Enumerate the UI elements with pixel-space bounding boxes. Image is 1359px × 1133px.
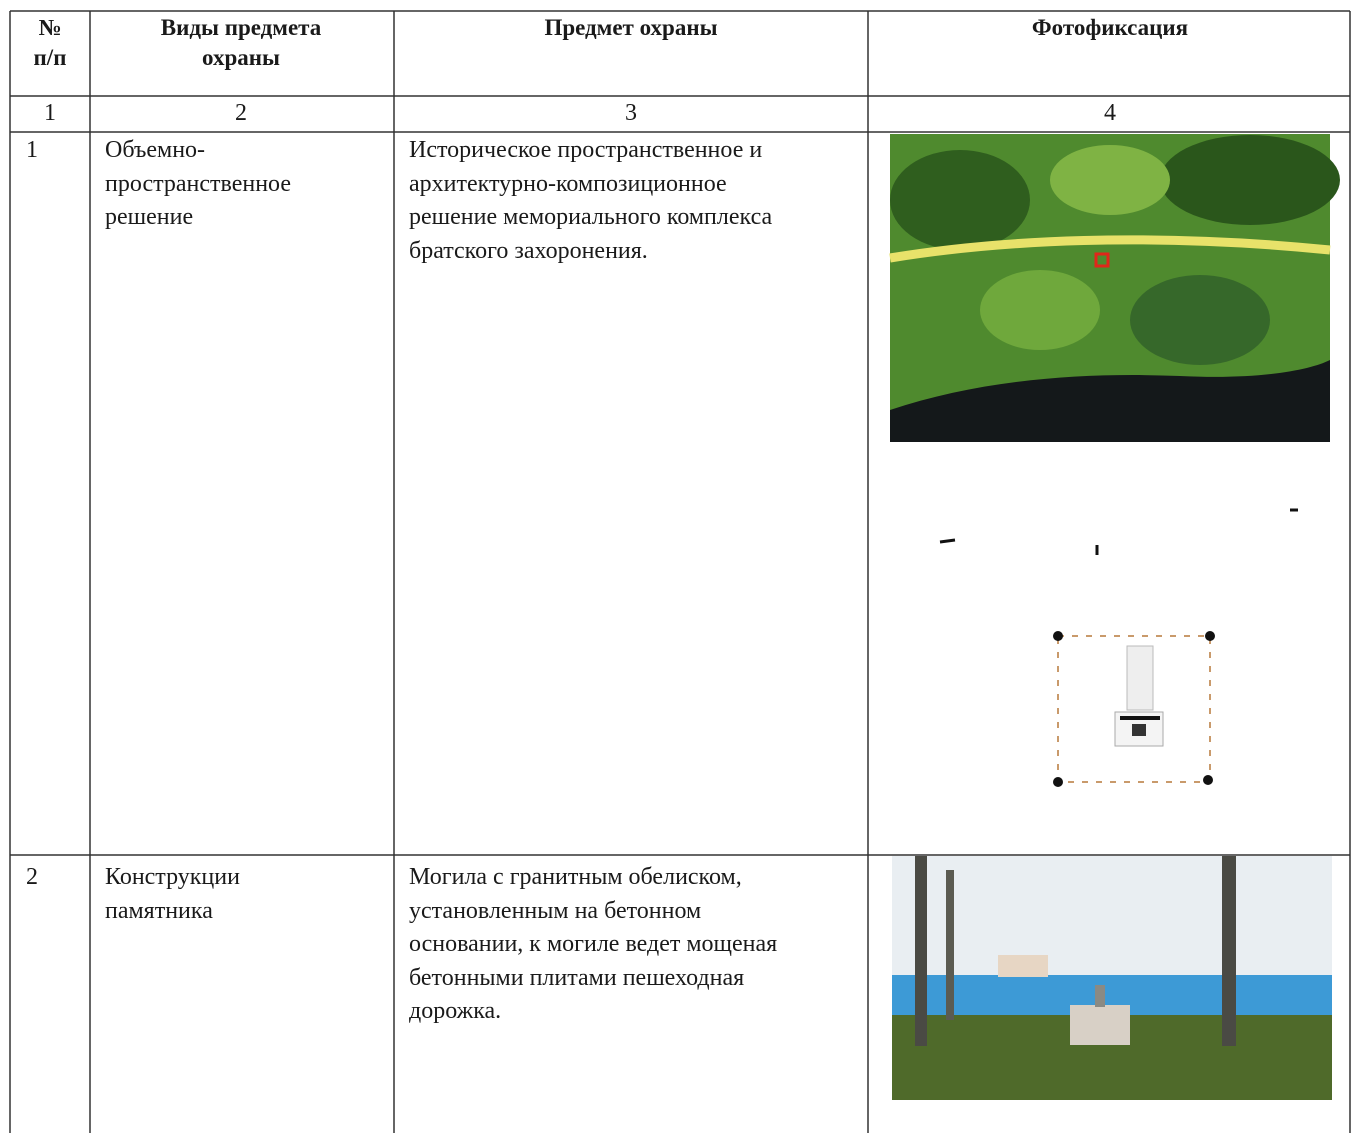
protection-type: Конструкции: [105, 864, 240, 890]
protection-type: памятника: [105, 897, 213, 924]
table-grid: [9, 10, 1351, 1133]
protection-subject: архитектурно-композиционное: [409, 170, 727, 197]
column-number: 1: [44, 100, 56, 126]
header-text: Фотофиксация: [1031, 15, 1189, 40]
protection-subject: бетонными плитами пешеходная: [409, 964, 745, 991]
site-plan: [939, 508, 1298, 787]
column-number: 4: [1104, 100, 1116, 126]
protection-type: решение: [105, 204, 194, 230]
row-number: 1: [26, 137, 38, 163]
header-text: Виды предмета: [160, 15, 322, 40]
protection-type: Объемно-: [105, 137, 206, 163]
monument-photo: [892, 856, 1332, 1100]
protection-subject: установленным на бетонном: [409, 897, 702, 924]
header-text: Предмет охраны: [544, 15, 718, 40]
satellite-map: [889, 134, 1340, 442]
header-text: №: [38, 15, 62, 40]
header-text: п/п: [33, 45, 67, 70]
column-number: 3: [625, 100, 637, 126]
row-number: 2: [26, 864, 38, 890]
protection-subject: решение мемориального комплекса: [409, 204, 773, 230]
protection-subject: Историческое пространственное и: [409, 137, 763, 163]
header-text: охраны: [202, 45, 280, 70]
protection-subject: Могила с гранитным обелиском,: [409, 864, 742, 890]
protection-type: пространственное: [105, 170, 291, 197]
protection-subject: братского захоронения.: [409, 237, 648, 264]
protection-subject: дорожка.: [409, 998, 502, 1024]
protection-subject: основании, к могиле ведет мощеная: [409, 931, 778, 957]
column-number: 2: [235, 100, 247, 126]
